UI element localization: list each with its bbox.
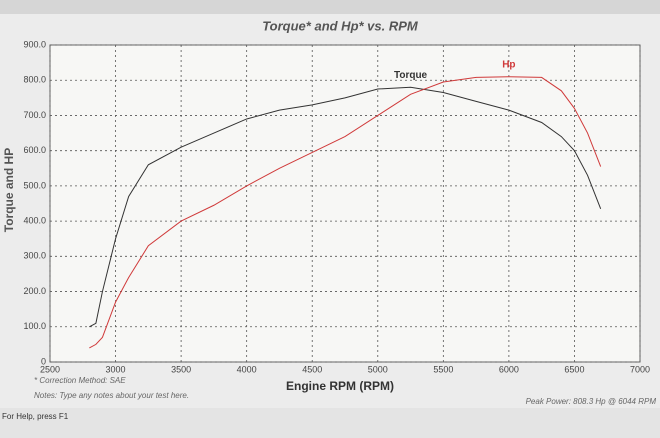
- annotation: * Correction Method: SAE: [34, 376, 126, 385]
- series-label: Torque: [394, 70, 428, 81]
- series-line: [89, 86, 602, 328]
- y-tick-label: 200.0: [23, 286, 46, 296]
- series-label: Hp: [502, 59, 515, 70]
- x-tick-label: 6500: [564, 364, 584, 374]
- y-tick-label: 300.0: [23, 251, 46, 261]
- y-tick-label: 900.0: [23, 39, 46, 49]
- y-tick-label: 700.0: [23, 110, 46, 120]
- status-text: For Help, press F1: [2, 412, 69, 421]
- x-tick-label: 4500: [302, 364, 322, 374]
- x-tick-label: 4000: [237, 364, 257, 374]
- y-tick-label: 600.0: [23, 145, 46, 155]
- x-tick-label: 3500: [171, 364, 191, 374]
- y-tick-label: 100.0: [23, 321, 46, 331]
- annotation: Peak Power: 808.3 Hp @ 6044 RPM: [526, 397, 657, 406]
- x-tick-label: 2500: [40, 364, 60, 374]
- y-tick-label: 0: [41, 356, 46, 366]
- x-axis-label: Engine RPM (RPM): [286, 379, 394, 393]
- x-tick-label: 6000: [499, 364, 519, 374]
- annotation: Notes: Type any notes about your test he…: [34, 391, 189, 400]
- series-line: [89, 76, 602, 349]
- x-tick-label: 3000: [106, 364, 126, 374]
- y-tick-label: 800.0: [23, 75, 46, 85]
- y-axis-label: Torque and HP: [2, 148, 16, 232]
- y-tick-label: 500.0: [23, 180, 46, 190]
- y-tick-label: 400.0: [23, 215, 46, 225]
- x-tick-label: 5500: [433, 364, 453, 374]
- x-tick-label: 7000: [630, 364, 650, 374]
- x-tick-label: 5000: [368, 364, 388, 374]
- status-bar: [0, 408, 660, 438]
- plot-area: [49, 44, 641, 363]
- chart-title: Torque* and Hp* vs. RPM: [262, 18, 419, 33]
